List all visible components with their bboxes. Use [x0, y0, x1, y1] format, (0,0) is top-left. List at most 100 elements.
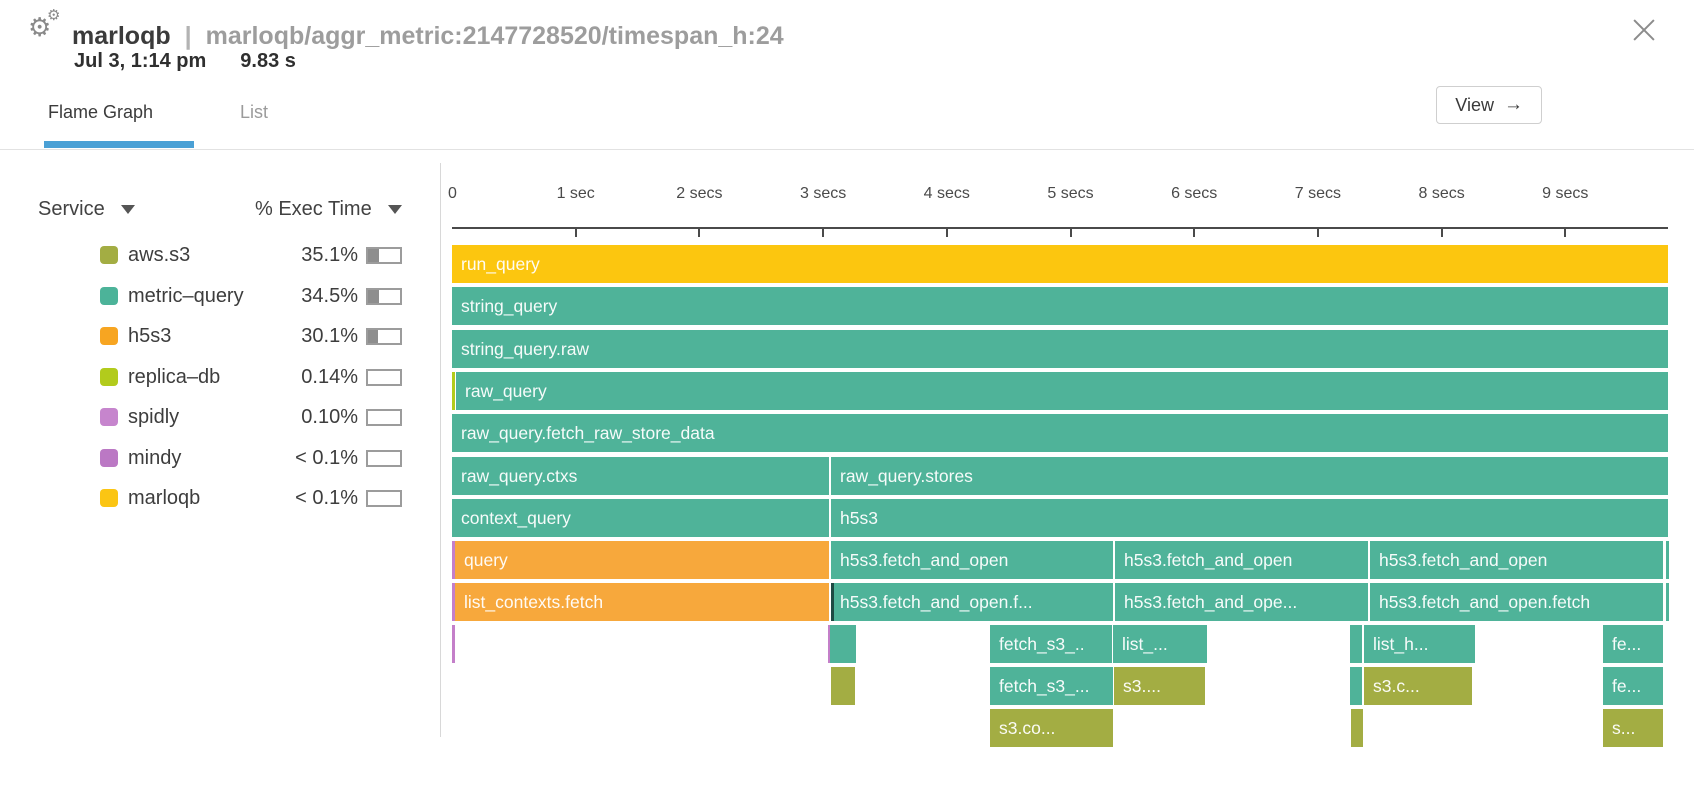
flame-span[interactable]: h5s3.fetch_and_ope...: [1115, 583, 1368, 621]
exec-time-percent: 0.14%: [301, 365, 358, 388]
flame-span[interactable]: query: [455, 541, 829, 579]
flame-span[interactable]: raw_query.stores: [831, 457, 1668, 495]
flame-span[interactable]: fe...: [1603, 625, 1663, 663]
flame-span[interactable]: h5s3.fetch_and_open.fetch: [1370, 583, 1663, 621]
flame-span-sliver[interactable]: [452, 583, 455, 621]
flame-span[interactable]: h5s3.fetch_and_open: [1115, 541, 1368, 579]
service-name: spidly: [128, 406, 180, 428]
flame-span-sliver[interactable]: [830, 625, 856, 663]
service-column-header[interactable]: Service: [38, 198, 135, 221]
legend-row-replica-db[interactable]: replica–db 0.14%: [0, 366, 440, 392]
exec-time-percent: 34.5%: [301, 284, 358, 307]
legend-row-aws-s3[interactable]: aws.s3 35.1%: [0, 244, 440, 270]
flame-span-sliver[interactable]: [1666, 583, 1669, 621]
tab-flame-graph[interactable]: Flame Graph: [48, 102, 154, 122]
chevron-down-icon: [120, 205, 135, 214]
view-button[interactable]: View →: [1436, 86, 1542, 124]
flame-span-sliver[interactable]: [1666, 541, 1669, 579]
legend-row-metric-query[interactable]: metric–query 34.5%: [0, 285, 440, 311]
axis-tick-label: 3 secs: [799, 185, 847, 202]
flame-span[interactable]: string_query: [452, 287, 1668, 325]
exec-time-column-header[interactable]: % Exec Time: [255, 198, 402, 221]
flame-span[interactable]: raw_query: [456, 372, 1668, 410]
legend-row-h5s3[interactable]: h5s3 30.1%: [0, 325, 440, 351]
tabs-bar: Flame Graph List View →: [0, 86, 1694, 150]
flame-span[interactable]: h5s3.fetch_and_open.f...: [831, 583, 1113, 621]
flame-span-sliver[interactable]: [1350, 667, 1362, 705]
flame-span-sliver[interactable]: [452, 372, 455, 410]
arrow-right-icon: →: [1504, 94, 1523, 115]
flame-span[interactable]: fetch_s3_..: [990, 625, 1112, 663]
axis-tick-label: 0: [448, 185, 457, 202]
trace-timestamp: Jul 3, 1:14 pm: [74, 50, 207, 72]
service-name: replica–db: [128, 365, 221, 388]
flame-span[interactable]: h5s3: [831, 499, 1668, 537]
sidebar-divider: [440, 163, 441, 737]
flame-span-sliver[interactable]: [452, 625, 455, 663]
axis-tick-mark: [1193, 229, 1196, 237]
service-color-swatch: [100, 367, 118, 386]
exec-time-bar-fill: [368, 289, 380, 303]
service-color-swatch: [100, 246, 118, 264]
exec-time-bar: [366, 409, 402, 426]
service-color-swatch: [100, 408, 118, 426]
flame-span[interactable]: list_contexts.fetch: [455, 583, 829, 621]
exec-time-percent: 30.1%: [301, 325, 358, 347]
exec-time-bar: [366, 287, 402, 305]
exec-time-bar: [366, 449, 402, 467]
flame-span[interactable]: s3.c...: [1364, 667, 1472, 705]
flame-span[interactable]: run_query: [452, 245, 1668, 283]
flame-span[interactable]: h5s3.fetch_and_open: [831, 541, 1113, 579]
chevron-down-icon: [387, 205, 402, 214]
axis-tick-mark: [945, 229, 948, 237]
page-title: marloqb: [72, 22, 171, 50]
exec-time-percent: 0.10%: [301, 406, 358, 428]
view-button-label: View: [1455, 94, 1494, 115]
axis-tick-label: 4 secs: [923, 185, 970, 202]
flame-span[interactable]: fe...: [1603, 667, 1663, 705]
trace-duration: 9.83 s: [240, 50, 296, 72]
exec-time-percent: < 0.1%: [295, 446, 358, 469]
axis-tick-mark: [822, 229, 825, 237]
service-name: h5s3: [128, 325, 172, 347]
exec-time-bar: [366, 328, 402, 345]
exec-time-bar: [366, 247, 402, 264]
flame-span-sliver[interactable]: [452, 541, 455, 579]
flame-span[interactable]: s...: [1603, 709, 1663, 747]
exec-time-percent: 35.1%: [301, 244, 358, 266]
service-name: aws.s3: [128, 244, 191, 266]
axis-tick-mark: [1564, 229, 1567, 237]
axis-tick-mark: [1069, 229, 1072, 237]
service-color-swatch: [100, 327, 118, 345]
flame-span[interactable]: s3....: [1114, 667, 1205, 705]
trace-meta: Jul 3, 1:14 pm 9.83 s: [74, 50, 296, 73]
flame-span[interactable]: s3.co...: [990, 709, 1113, 747]
settings-gears-icon: ⚙ ⚙: [28, 7, 61, 42]
legend-row-spidly[interactable]: spidly 0.10%: [0, 406, 440, 432]
flame-span[interactable]: raw_query.fetch_raw_store_data: [452, 414, 1668, 452]
flame-span[interactable]: string_query.raw: [452, 330, 1668, 368]
flame-span[interactable]: context_query: [452, 499, 829, 537]
legend-row-marloqb[interactable]: marloqb < 0.1%: [0, 487, 440, 513]
axis-tick-label: 6 secs: [1171, 185, 1218, 202]
flame-span[interactable]: fetch_s3_...: [990, 667, 1113, 705]
axis-tick-label: 7 secs: [1294, 185, 1342, 202]
legend-row-mindy[interactable]: mindy < 0.1%: [0, 447, 440, 473]
flame-span[interactable]: raw_query.ctxs: [452, 457, 829, 495]
tab-list[interactable]: List: [240, 102, 269, 122]
flame-span[interactable]: list_...: [1113, 625, 1207, 663]
service-color-swatch: [100, 286, 118, 305]
flame-span-sliver[interactable]: [1350, 625, 1362, 663]
active-tab-underline: [44, 141, 194, 148]
service-name: marloqb: [128, 487, 201, 509]
flame-span[interactable]: list_h...: [1364, 625, 1475, 663]
flame-span[interactable]: h5s3.fetch_and_open: [1370, 541, 1663, 579]
flame-span-sliver[interactable]: [831, 667, 855, 705]
flame-graph: 0 1 sec 2 secs 3 secs 4 secs 5 secs 6 secs 7 se…: [448, 0, 1672, 794]
service-color-swatch: [100, 489, 118, 507]
service-name: mindy: [128, 446, 182, 469]
title-separator: |: [184, 22, 192, 50]
axis-tick-mark: [1440, 229, 1443, 237]
flame-span-sliver[interactable]: [828, 625, 830, 663]
flame-span-sliver[interactable]: [1351, 709, 1363, 747]
